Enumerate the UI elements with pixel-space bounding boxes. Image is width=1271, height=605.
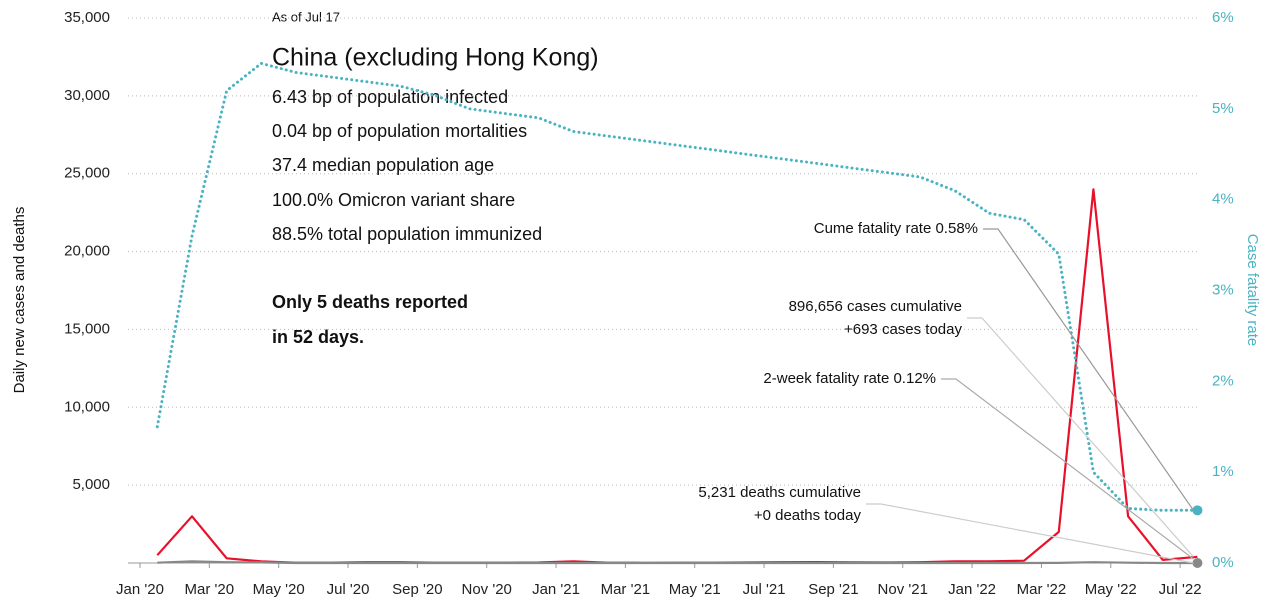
y-tick-label: 35,000	[64, 9, 110, 26]
y2-tick-label: 5%	[1212, 100, 1234, 117]
x-tick-label: Jan '22	[948, 581, 996, 598]
callout-line	[941, 378, 1194, 560]
x-tick-label: May '22	[1085, 581, 1137, 598]
stat: 0.04 bp of population mortalities	[272, 121, 527, 141]
x-tick-label: Jan '20	[116, 581, 164, 598]
callout-label: 2-week fatality rate 0.12%	[763, 370, 936, 387]
end-dot	[1192, 505, 1203, 516]
x-tick-label: Jul '21	[743, 581, 786, 598]
callout-label: +693 cases today	[844, 321, 963, 338]
y-tick-label: 25,000	[64, 165, 110, 182]
callout-label: 896,656 cases cumulative	[789, 298, 962, 315]
series-line	[156, 188, 1198, 564]
x-tick-label: Mar '20	[185, 581, 235, 598]
y2-tick-label: 4%	[1212, 191, 1234, 208]
subtitle: As of Jul 17	[272, 9, 340, 24]
x-tick-label: Nov '21	[878, 581, 928, 598]
stat: 37.4 median population age	[272, 155, 494, 175]
y-tick-label: 10,000	[64, 398, 110, 415]
stat: 6.43 bp of population infected	[272, 87, 508, 107]
callout-label: +0 deaths today	[754, 507, 862, 524]
y2-tick-label: 0%	[1212, 554, 1234, 571]
stat: 100.0% Omicron variant share	[272, 190, 515, 210]
x-tick-label: Jul '22	[1159, 581, 1202, 598]
chart-title: China (excluding Hong Kong)	[272, 44, 599, 72]
y2-tick-label: 6%	[1212, 9, 1234, 26]
y-tick-label: 30,000	[64, 87, 110, 104]
x-tick-label: Mar '21	[601, 581, 651, 598]
y-tick-label: 5,000	[72, 476, 110, 493]
y2-tick-label: 3%	[1212, 281, 1234, 298]
callout-label: Cume fatality rate 0.58%	[814, 220, 978, 237]
end-dot	[1192, 558, 1203, 568]
x-tick-label: Jul '20	[327, 581, 370, 598]
series-line	[157, 560, 1198, 565]
x-tick-label: Sep '20	[392, 581, 442, 598]
callout-line	[983, 228, 1194, 511]
y-tick-label: 15,000	[64, 320, 110, 337]
x-tick-label: Jan '21	[532, 581, 580, 598]
series-line	[155, 61, 1199, 512]
x-tick-label: Nov '20	[462, 581, 512, 598]
callout-line	[967, 317, 1194, 558]
y2-tick-label: 2%	[1212, 372, 1234, 389]
stat: 88.5% total population immunized	[272, 224, 542, 244]
callout-label: 5,231 deaths cumulative	[698, 484, 861, 501]
y2-tick-label: 1%	[1212, 463, 1234, 480]
y2-axis-label: Case fatality rate	[1244, 234, 1261, 347]
x-tick-label: Mar '22	[1017, 581, 1067, 598]
x-tick-label: Sep '21	[808, 581, 858, 598]
y-tick-label: 20,000	[64, 243, 110, 260]
x-tick-label: May '20	[253, 581, 305, 598]
headline: in 52 days.	[272, 327, 364, 347]
x-tick-label: May '21	[669, 581, 721, 598]
callout-line	[866, 503, 1194, 564]
headline: Only 5 deaths reported	[272, 292, 468, 312]
y-axis-label: Daily new cases and deaths	[11, 207, 28, 394]
